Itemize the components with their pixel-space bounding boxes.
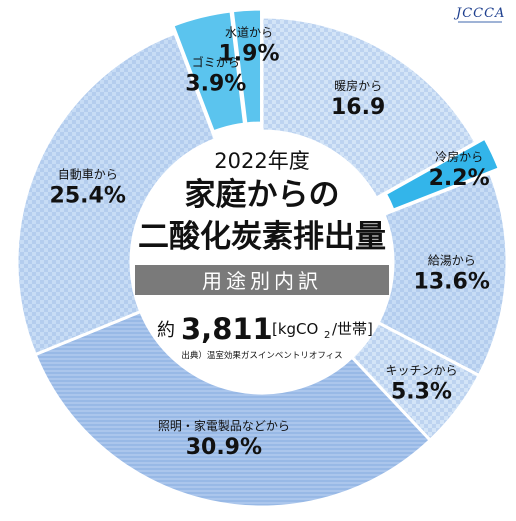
center-subtitle: 用途別内訳	[202, 269, 322, 293]
slice-value-label: 2.2%	[429, 166, 490, 191]
total-unit-a: [kgCO	[272, 320, 318, 338]
slice-label: 自動車から	[58, 167, 118, 181]
slice-label: 冷房から	[435, 149, 483, 164]
logo-underline	[458, 21, 502, 23]
source-note: 出典）温室効果ガスインベントリオフィス	[181, 350, 342, 361]
slice-value-label: 1.9%	[219, 41, 280, 66]
slice-label: 水道から	[225, 25, 273, 39]
jccca-logo: JCCCA	[456, 6, 512, 28]
total-value: 3,811	[181, 312, 273, 346]
slice-label: 暖房から	[334, 78, 382, 93]
slice-label: 給湯から	[428, 253, 476, 267]
slice-label: ゴミから	[192, 55, 240, 70]
slice-label: 照明・家電製品などから	[158, 418, 290, 433]
center-title-line2: 二酸化炭素排出量	[138, 219, 386, 255]
total-unit-sub: 2	[324, 330, 330, 341]
center-title-line1: 家庭からの	[185, 177, 340, 213]
slice-value-label: 16.9	[331, 95, 385, 120]
slice-value-label: 25.4%	[50, 183, 126, 208]
slice-value-label: 3.9%	[185, 72, 246, 97]
total-prefix: 約	[157, 320, 175, 341]
center-hole	[131, 131, 393, 393]
slice-value-label: 5.3%	[391, 380, 452, 405]
slice-value-label: 13.6%	[414, 269, 490, 294]
subtitle-band	[135, 265, 389, 295]
slice-value-label: 30.9%	[186, 435, 262, 460]
pie-slice	[230, 7, 264, 126]
center-year: 2022年度	[214, 149, 309, 173]
total-unit-b: /世帯]	[332, 320, 373, 338]
slice-label: キッチンから	[385, 364, 457, 378]
logo-text: JCCCA	[456, 6, 506, 21]
